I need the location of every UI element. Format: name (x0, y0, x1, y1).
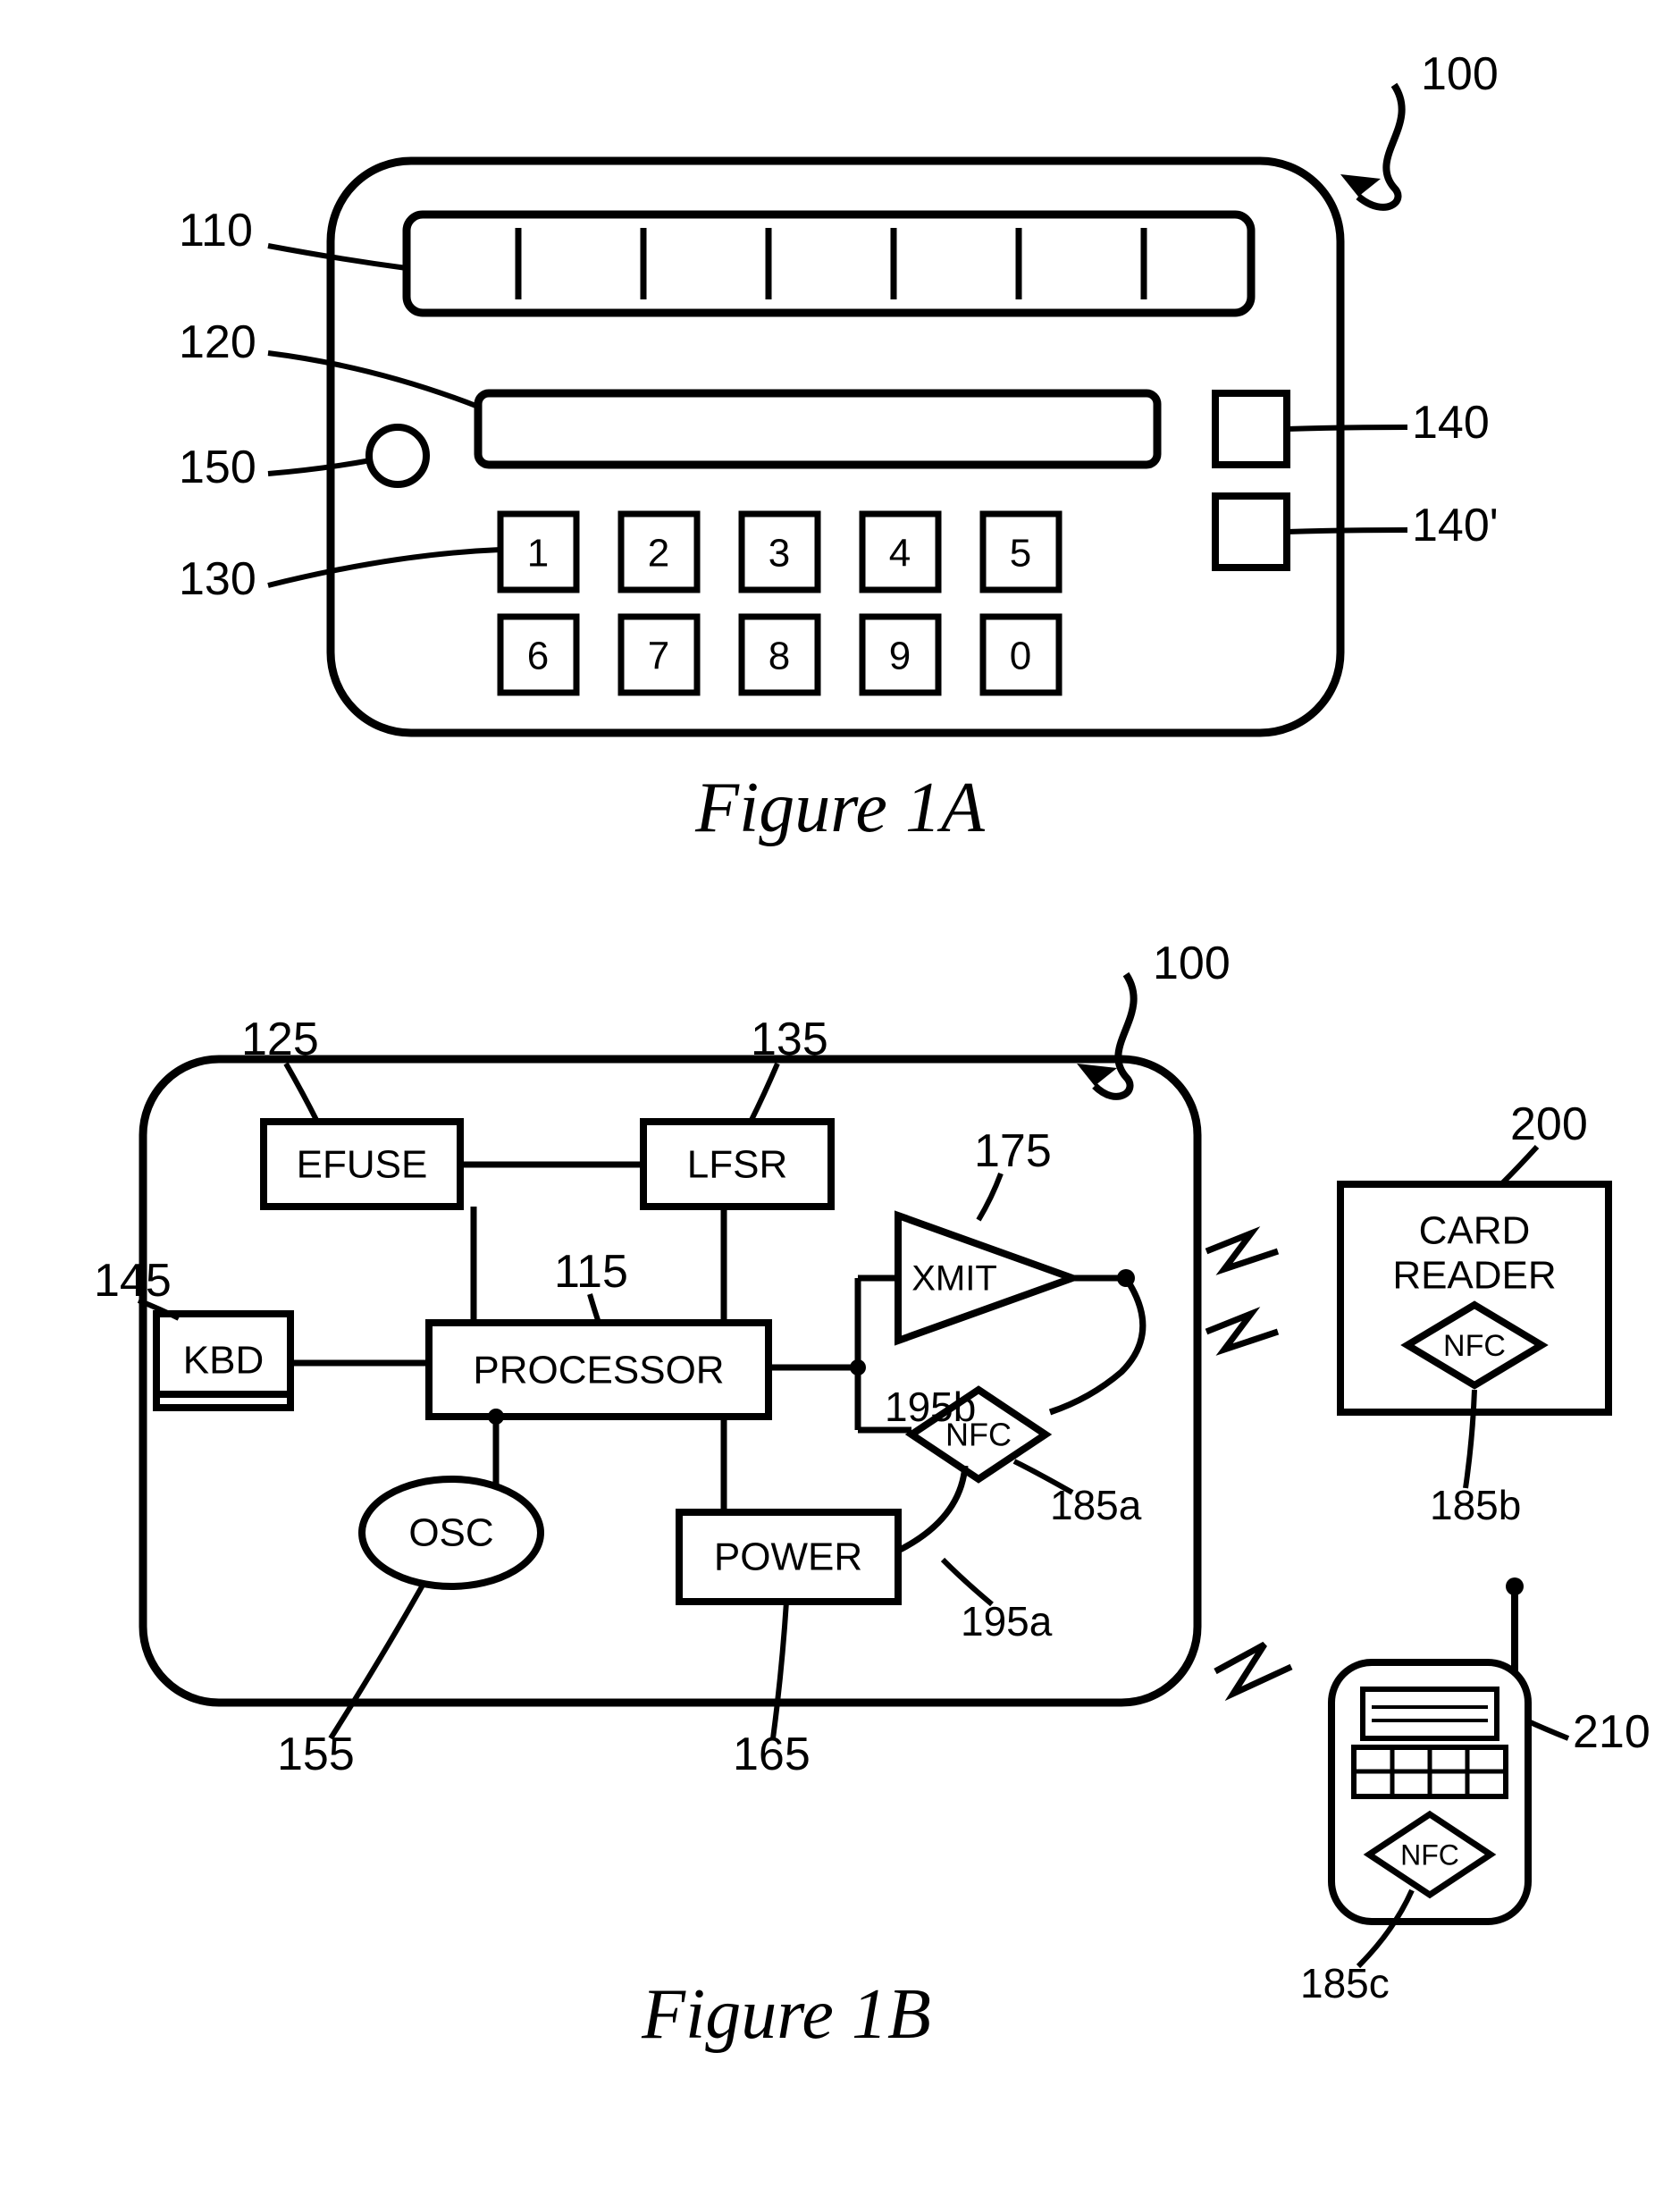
block-label: OSC (408, 1511, 493, 1555)
key-label: 5 (1010, 532, 1031, 576)
leader (1466, 1390, 1474, 1488)
key-label: 7 (648, 635, 669, 678)
ref-label: 125 (241, 1014, 319, 1065)
ref-label: 195b (885, 1384, 976, 1430)
antenna-195a (898, 1466, 965, 1551)
key-label: 1 (527, 532, 549, 576)
ref-label: 115 (554, 1246, 628, 1298)
arrowhead-100a (1340, 174, 1381, 197)
leader (268, 246, 407, 268)
key-label: 4 (889, 532, 911, 576)
ref-label: 145 (94, 1255, 172, 1307)
leader (268, 353, 478, 407)
antenna-195b (1050, 1278, 1143, 1412)
keypad: 1 2 3 4 5 6 7 8 9 0 (500, 514, 1059, 693)
block-label: NFC (1400, 1838, 1459, 1871)
key-label: 6 (527, 635, 549, 678)
arrowhead-100b (1077, 1064, 1117, 1086)
leader (1526, 1720, 1568, 1738)
side-button-top (1215, 393, 1287, 465)
ref-label: 120 (179, 316, 256, 368)
ref-label: 110 (179, 205, 253, 257)
ref-label: 210 (1573, 1706, 1651, 1758)
key-label: 0 (1010, 635, 1031, 678)
rf-zigzag (1206, 1233, 1278, 1269)
patent-figure-canvas: 1 2 3 4 5 6 7 8 9 0 100 110 (0, 0, 1680, 2204)
figure-caption: Figure 1B (641, 1975, 931, 2054)
junction-dot (488, 1409, 504, 1425)
block-label: PROCESSOR (473, 1349, 724, 1392)
figure-1a: 1 2 3 4 5 6 7 8 9 0 100 110 (179, 48, 1499, 847)
leader (268, 550, 500, 585)
ref-label: 200 (1510, 1098, 1588, 1150)
side-button-bottom (1215, 496, 1287, 568)
block-label: EFUSE (297, 1143, 428, 1187)
leader (1358, 1890, 1412, 1966)
block-label: XMIT (911, 1259, 997, 1299)
leader (1014, 1461, 1072, 1493)
block-label: CARD (1419, 1209, 1531, 1253)
ref-label: 140' (1412, 500, 1499, 551)
leader (1287, 530, 1407, 532)
phone-antenna-tip (1506, 1577, 1524, 1595)
phone-screen (1363, 1689, 1497, 1738)
leader (1287, 427, 1407, 429)
leader (751, 1064, 777, 1122)
rf-zigzag (1206, 1314, 1278, 1350)
leader (590, 1294, 599, 1323)
ref-label: 195a (961, 1598, 1053, 1645)
ref-label: 155 (277, 1729, 355, 1780)
ref-label: 100 (1421, 48, 1499, 100)
lower-display (478, 393, 1157, 465)
figure-caption: Figure 1A (694, 769, 986, 847)
leader (1501, 1147, 1537, 1184)
ref-label: 130 (179, 553, 256, 605)
leader (773, 1602, 786, 1738)
figure-1b: EFUSE LFSR KBD PROCESSOR OSC POWER (94, 938, 1651, 2054)
ref-label: 175 (974, 1125, 1052, 1177)
block-label: READER (1392, 1254, 1556, 1298)
block-label: NFC (1443, 1329, 1506, 1363)
key-label: 9 (889, 635, 911, 678)
ref-label: 100 (1153, 938, 1231, 989)
block-label: POWER (714, 1535, 862, 1579)
leader (286, 1064, 317, 1122)
key-label: 8 (769, 635, 790, 678)
ref-label: 135 (751, 1014, 828, 1065)
rf-zigzag (1215, 1645, 1291, 1694)
leader (268, 460, 371, 474)
ref-label: 150 (179, 442, 256, 493)
hole-circle (369, 427, 426, 484)
block-label: KBD (183, 1339, 264, 1383)
key-label: 3 (769, 532, 790, 576)
key-label: 2 (648, 532, 669, 576)
leader (979, 1174, 1001, 1220)
ref-label: 185b (1430, 1482, 1521, 1528)
leader (331, 1582, 424, 1738)
block-label: LFSR (687, 1143, 787, 1187)
segment-display (407, 215, 1251, 313)
phone-device: NFC (1331, 1577, 1528, 1922)
ref-label: 140 (1412, 397, 1490, 449)
ref-label: 185c (1300, 1960, 1390, 2006)
